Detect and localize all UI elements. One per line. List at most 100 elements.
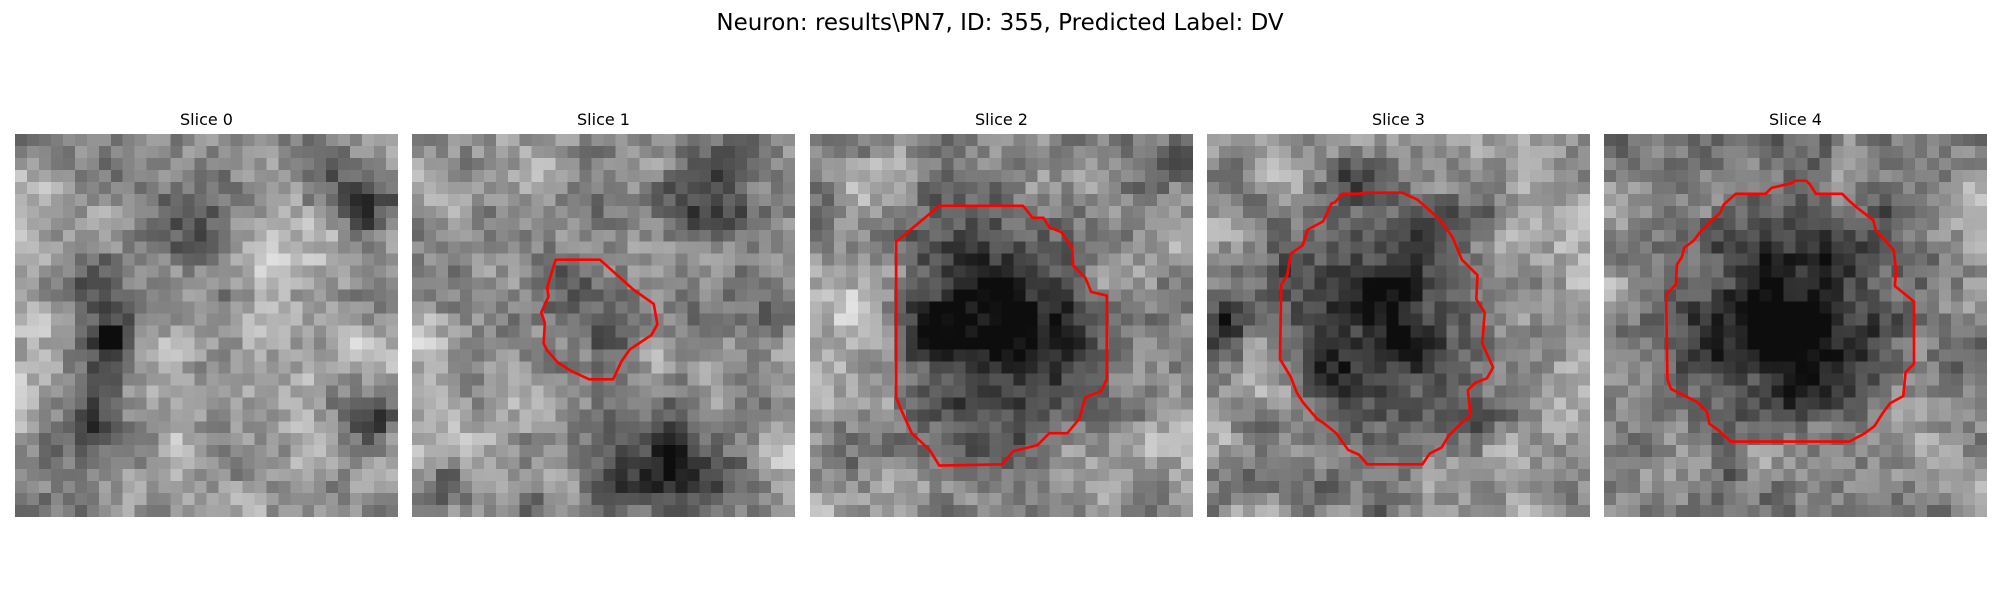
pixel bbox=[1458, 277, 1471, 290]
pixel bbox=[1831, 241, 1844, 254]
pixel bbox=[687, 277, 700, 290]
pixel bbox=[1230, 469, 1244, 482]
pixel bbox=[1398, 337, 1411, 350]
pixel bbox=[1374, 325, 1387, 338]
pixel bbox=[1242, 397, 1256, 410]
pixel bbox=[833, 469, 847, 482]
pixel bbox=[314, 134, 327, 147]
pixel bbox=[1566, 385, 1579, 398]
pixel bbox=[1951, 361, 1964, 374]
pixel bbox=[1951, 193, 1964, 207]
pixel bbox=[810, 505, 823, 517]
pixel bbox=[1013, 433, 1026, 446]
pixel bbox=[833, 181, 847, 195]
pixel bbox=[845, 481, 859, 494]
pixel bbox=[1639, 157, 1653, 171]
pixel bbox=[495, 481, 508, 494]
pixel bbox=[1398, 134, 1411, 147]
pixel bbox=[1711, 445, 1724, 458]
pixel bbox=[1001, 433, 1014, 446]
pixel bbox=[218, 469, 231, 482]
pixel bbox=[1951, 337, 1964, 350]
pixel bbox=[687, 385, 700, 398]
pixel bbox=[290, 253, 303, 266]
pixel bbox=[1073, 481, 1086, 494]
pixel bbox=[1915, 277, 1928, 290]
pixel bbox=[110, 301, 123, 314]
pixel bbox=[1783, 421, 1796, 434]
pixel bbox=[1783, 205, 1796, 219]
pixel bbox=[15, 457, 28, 470]
pixel bbox=[783, 193, 795, 207]
pixel bbox=[567, 265, 580, 278]
pixel bbox=[1314, 493, 1327, 506]
pixel bbox=[821, 277, 835, 290]
pixel bbox=[326, 409, 339, 422]
pixel bbox=[1266, 397, 1280, 410]
pixel bbox=[1073, 193, 1086, 207]
pixel bbox=[1386, 469, 1399, 482]
pixel bbox=[783, 325, 795, 338]
pixel bbox=[266, 433, 279, 446]
pixel bbox=[1687, 241, 1700, 254]
pixel bbox=[1049, 397, 1062, 410]
pixel bbox=[519, 457, 532, 470]
pixel bbox=[62, 457, 76, 470]
pixel bbox=[1290, 457, 1303, 470]
pixel bbox=[857, 325, 871, 338]
pixel bbox=[1254, 241, 1268, 254]
pixel bbox=[1326, 241, 1339, 254]
pixel bbox=[1230, 181, 1244, 195]
pixel bbox=[110, 229, 123, 242]
pixel bbox=[26, 289, 40, 302]
pixel bbox=[591, 409, 604, 422]
pixel bbox=[1843, 229, 1856, 242]
pixel bbox=[278, 469, 291, 482]
pixel bbox=[1783, 457, 1796, 470]
pixel bbox=[1699, 301, 1712, 314]
pixel bbox=[810, 337, 823, 350]
pixel bbox=[495, 469, 508, 482]
pixel bbox=[1218, 361, 1232, 374]
pixel bbox=[26, 229, 40, 242]
pixel bbox=[412, 337, 425, 350]
pixel bbox=[603, 481, 616, 494]
pixel bbox=[977, 409, 990, 422]
pixel bbox=[1157, 505, 1170, 517]
pixel bbox=[1747, 169, 1760, 183]
pixel bbox=[1398, 325, 1411, 338]
pixel bbox=[1326, 169, 1339, 183]
pixel bbox=[1530, 217, 1543, 230]
pixel bbox=[977, 169, 990, 183]
pixel bbox=[1434, 253, 1447, 266]
pixel bbox=[1133, 445, 1146, 458]
pixel bbox=[711, 241, 724, 254]
pixel bbox=[519, 325, 532, 338]
pixel bbox=[1819, 421, 1832, 434]
pixel bbox=[747, 169, 760, 183]
pixel bbox=[1121, 385, 1134, 398]
pixel bbox=[1362, 313, 1375, 326]
pixel bbox=[1061, 145, 1074, 159]
pixel bbox=[218, 373, 231, 386]
pixel bbox=[495, 229, 508, 242]
pixel bbox=[1759, 241, 1772, 254]
pixel bbox=[1494, 157, 1507, 171]
pixel bbox=[218, 205, 231, 219]
pixel bbox=[1723, 349, 1736, 362]
pixel bbox=[62, 505, 76, 517]
pixel bbox=[1338, 217, 1351, 230]
pixel bbox=[1013, 493, 1026, 506]
pixel bbox=[1254, 457, 1268, 470]
pixel bbox=[483, 241, 497, 254]
pixel bbox=[1422, 193, 1435, 207]
pixel bbox=[266, 373, 279, 386]
pixel bbox=[170, 157, 183, 171]
pixel bbox=[1939, 313, 1952, 326]
pixel bbox=[1879, 277, 1892, 290]
pixel bbox=[374, 397, 387, 410]
pixel bbox=[603, 217, 616, 230]
pixel bbox=[627, 205, 640, 219]
pixel bbox=[1049, 421, 1062, 434]
pixel bbox=[350, 205, 363, 219]
